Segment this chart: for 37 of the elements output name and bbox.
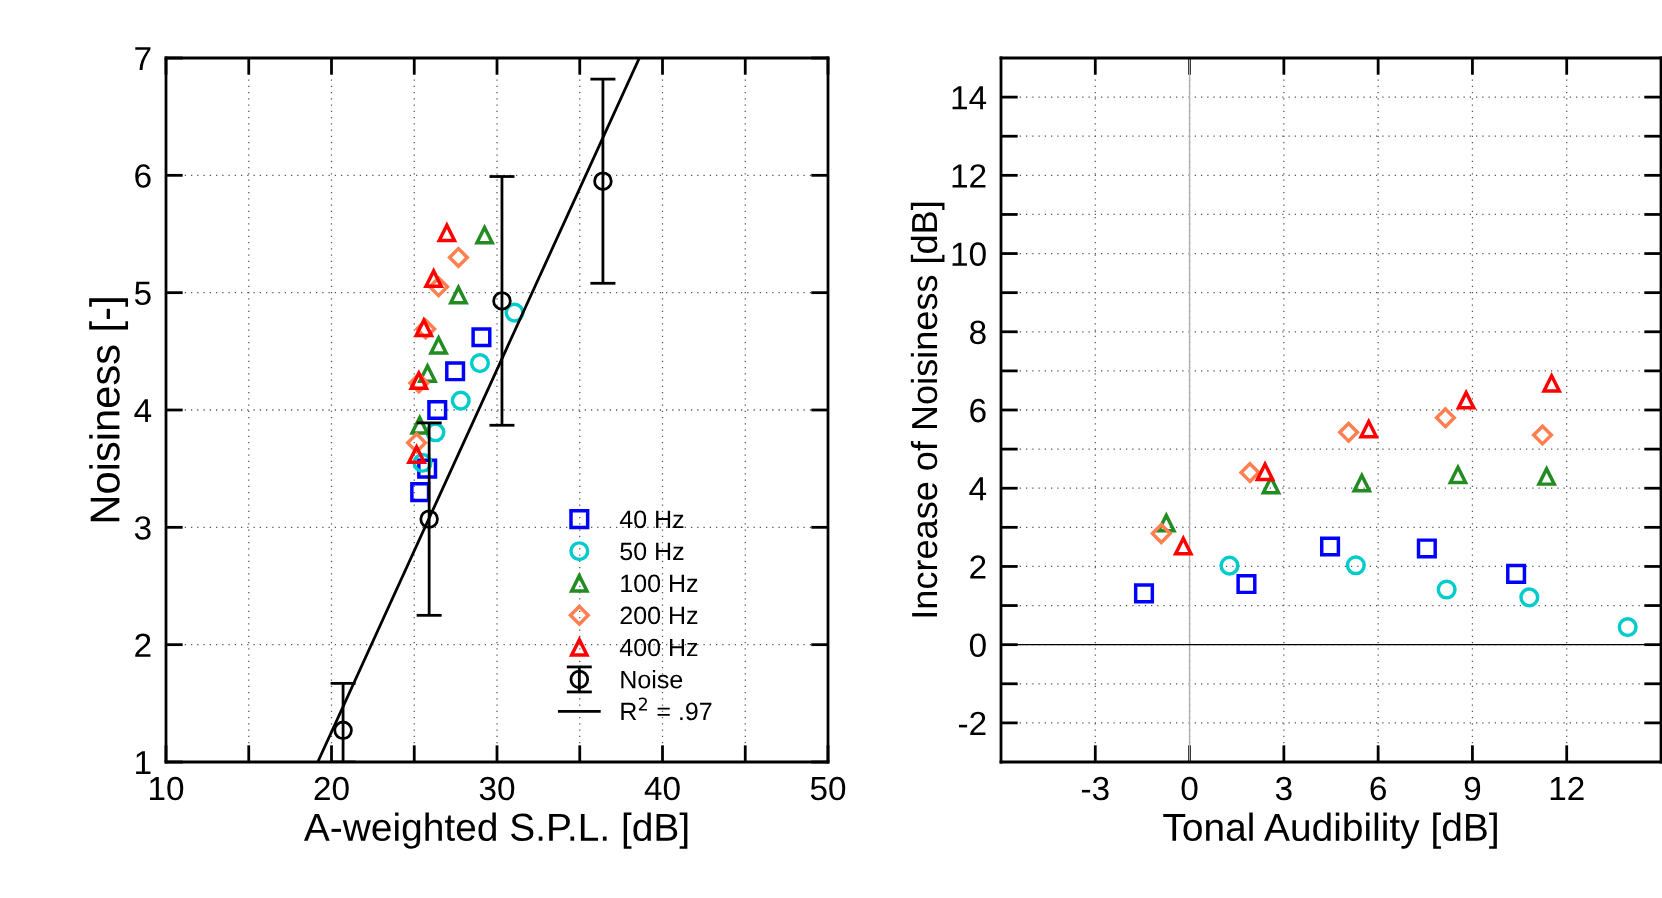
y-tick-label: 8: [970, 320, 986, 345]
x-tick-label: 50: [810, 776, 846, 801]
y-tick-label: 3: [134, 516, 151, 540]
y-tick-label: 2: [970, 555, 986, 579]
y-tick-label: 4: [969, 477, 987, 501]
y-tick-label: 10: [952, 242, 986, 266]
y-axis-title: Increase of Noisiness [dB]: [910, 202, 945, 617]
x-tick-label: 3: [1275, 776, 1292, 801]
legend-label: 400 Hz: [619, 638, 698, 657]
y-tick-label: 1: [136, 751, 151, 775]
x-tick-label: -3: [1081, 776, 1109, 801]
x-tick-label: 40: [644, 776, 680, 801]
y-tick-label: 7: [135, 47, 151, 71]
y-tick-label: 6: [970, 398, 986, 423]
x-tick-label: 12: [1550, 776, 1584, 801]
x-tick-label: 6: [1370, 776, 1386, 801]
y-tick-label: -2: [958, 711, 986, 735]
y-axis-title: Noisiness [-]: [89, 298, 129, 522]
legend-label: 50 Hz: [620, 542, 684, 561]
legend-label: Noise: [621, 670, 683, 689]
x-axis-title: A-weighted S.P.L. [dB]: [303, 812, 688, 849]
x-tick-label: 9: [1464, 776, 1481, 801]
x-tick-label: 30: [479, 776, 515, 801]
legend-label: 40 Hz: [619, 510, 684, 529]
x-tick-label: 0: [1181, 776, 1198, 801]
y-tick-label: 4: [134, 399, 152, 423]
y-tick-label: 2: [135, 633, 151, 657]
y-tick-label: 12: [952, 164, 986, 188]
x-tick-label: 20: [314, 776, 349, 801]
legend-label: 100 Hz: [621, 574, 698, 593]
y-tick-label: 0: [969, 633, 986, 658]
x-axis-title: Tonal Audibility [dB]: [1163, 812, 1497, 849]
y-tick-label: 5: [134, 281, 151, 306]
legend-label: R$^{2}$ = .97: [621, 697, 712, 721]
y-tick-label: 6: [135, 164, 151, 188]
y-tick-label: 14: [952, 86, 987, 110]
legend-label: 200 Hz: [620, 606, 698, 625]
